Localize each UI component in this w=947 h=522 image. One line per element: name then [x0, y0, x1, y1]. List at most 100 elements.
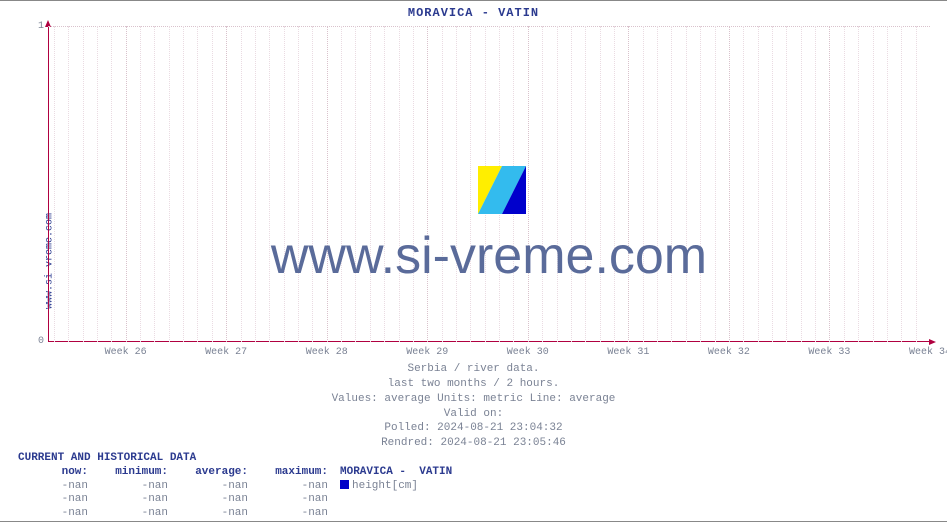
xtick-label: Week 26 — [105, 347, 147, 358]
grid-v-minor — [111, 26, 112, 342]
grid-v-minor — [456, 26, 457, 342]
xtick-label: Week 28 — [306, 347, 348, 358]
grid-v-minor — [700, 26, 701, 342]
grid-v-minor — [657, 26, 658, 342]
grid-v-minor — [916, 26, 917, 342]
col-now: now: — [18, 466, 88, 480]
watermark-logo-icon — [478, 166, 526, 214]
cell-max: -nan — [248, 480, 328, 494]
grid-v-minor — [844, 26, 845, 342]
cell-now: -nan — [18, 480, 88, 494]
grid-v-minor — [571, 26, 572, 342]
watermark-text: www.si-vreme.com — [48, 226, 930, 286]
data-table-columns: now:minimum:average:maximum:MORAVICA - V… — [18, 466, 508, 480]
grid-v-minor — [370, 26, 371, 342]
grid-v-minor — [212, 26, 213, 342]
caption-polled: Polled: 2024-08-21 23:04:32 — [0, 421, 947, 436]
legend-swatch-icon — [340, 480, 349, 489]
grid-v-minor — [614, 26, 615, 342]
cell-max: -nan — [248, 507, 328, 521]
cell-now: -nan — [18, 507, 88, 521]
col-max: maximum: — [248, 466, 328, 480]
y-axis-line — [48, 26, 49, 342]
xtick-label: Week 32 — [708, 347, 750, 358]
grid-v-minor — [600, 26, 601, 342]
grid-v-minor — [772, 26, 773, 342]
grid-v-minor — [413, 26, 414, 342]
grid-v-major — [126, 26, 127, 342]
cell-avg: -nan — [168, 493, 248, 507]
grid-v-major — [528, 26, 529, 342]
grid-v-minor — [241, 26, 242, 342]
ytick-1: 1 — [34, 21, 44, 32]
xtick-label: Week 34 — [909, 347, 947, 358]
grid-v-minor — [355, 26, 356, 342]
x-axis-line — [48, 341, 930, 342]
grid-v-minor — [873, 26, 874, 342]
grid-v-minor — [901, 26, 902, 342]
grid-v-major — [226, 26, 227, 342]
chart-title: MORAVICA - VATIN — [0, 6, 947, 20]
caption-rendered: Rendred: 2024-08-21 23:05:46 — [0, 436, 947, 451]
grid-v-minor — [442, 26, 443, 342]
grid-v-minor — [154, 26, 155, 342]
grid-v-minor — [542, 26, 543, 342]
grid-v-minor — [341, 26, 342, 342]
grid-v-minor — [643, 26, 644, 342]
grid-v-minor — [671, 26, 672, 342]
grid-v-major — [427, 26, 428, 342]
grid-v-major — [829, 26, 830, 342]
data-table: CURRENT AND HISTORICAL DATA now:minimum:… — [18, 452, 508, 521]
grid-h-line — [48, 26, 930, 27]
grid-v-minor — [169, 26, 170, 342]
caption-block: Serbia / river data. last two months / 2… — [0, 362, 947, 451]
xtick-label: Week 30 — [507, 347, 549, 358]
grid-v-minor — [686, 26, 687, 342]
cell-legend: height[cm] — [328, 480, 508, 494]
grid-v-minor — [298, 26, 299, 342]
grid-v-minor — [140, 26, 141, 342]
grid-v-minor — [858, 26, 859, 342]
table-row: -nan-nan-nan-nanheight[cm] — [18, 480, 508, 494]
xtick-label: Week 29 — [406, 347, 448, 358]
caption-source: Serbia / river data. — [0, 362, 947, 377]
grid-v-minor — [284, 26, 285, 342]
col-legend: MORAVICA - VATIN — [328, 466, 508, 480]
grid-v-minor — [557, 26, 558, 342]
grid-v-minor — [255, 26, 256, 342]
cell-min: -nan — [88, 493, 168, 507]
grid-v-minor — [83, 26, 84, 342]
plot-area: 0 1 Week 26Week 27Week 28Week 29Week 30W… — [48, 26, 930, 342]
col-min: minimum: — [88, 466, 168, 480]
grid-v-minor — [887, 26, 888, 342]
grid-v-minor — [743, 26, 744, 342]
grid-v-minor — [758, 26, 759, 342]
caption-valid: Valid on: — [0, 407, 947, 422]
grid-v-minor — [786, 26, 787, 342]
grid-v-major — [628, 26, 629, 342]
grid-v-major — [327, 26, 328, 342]
cell-avg: -nan — [168, 507, 248, 521]
xtick-label: Week 27 — [205, 347, 247, 358]
x-axis-arrow-icon — [929, 339, 936, 345]
grid-v-minor — [801, 26, 802, 342]
caption-period: last two months / 2 hours. — [0, 377, 947, 392]
grid-v-major — [729, 26, 730, 342]
cell-min: -nan — [88, 507, 168, 521]
ytick-0: 0 — [34, 336, 44, 347]
grid-v-minor — [97, 26, 98, 342]
grid-v-minor — [183, 26, 184, 342]
grid-v-minor — [470, 26, 471, 342]
grid-v-minor — [399, 26, 400, 342]
grid-v-minor — [715, 26, 716, 342]
grid-v-minor — [585, 26, 586, 342]
col-avg: average: — [168, 466, 248, 480]
xtick-label: Week 33 — [808, 347, 850, 358]
data-table-header: CURRENT AND HISTORICAL DATA — [18, 452, 508, 466]
cell-min: -nan — [88, 480, 168, 494]
grid-v-minor — [384, 26, 385, 342]
table-row: -nan-nan-nan-nan — [18, 493, 508, 507]
xtick-label: Week 31 — [607, 347, 649, 358]
grid-v-minor — [269, 26, 270, 342]
table-row: -nan-nan-nan-nan — [18, 507, 508, 521]
